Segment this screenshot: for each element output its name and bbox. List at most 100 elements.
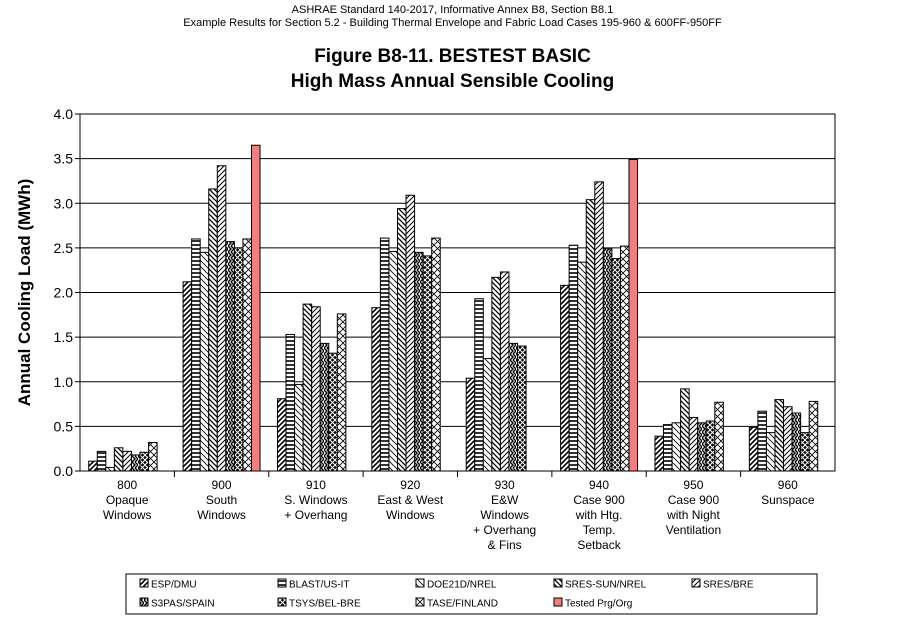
bar-s3pas-spain: [414, 251, 424, 472]
y-tick-label: 0.5: [54, 418, 74, 434]
bar-doe21d-nrel: [765, 432, 776, 472]
bar-sres-bre: [405, 194, 416, 472]
legend-swatch: [139, 578, 149, 588]
bar-tsys-bel-bre: [705, 420, 716, 472]
y-tick-label: 1.0: [54, 374, 74, 390]
bar-sres-bre: [311, 306, 321, 472]
bar-tase-finland: [242, 238, 252, 472]
bar-doe21d-nrel: [482, 358, 493, 472]
bar-blast-us-it: [379, 237, 390, 472]
x-tick-label: 930: [495, 478, 515, 492]
bar-esp-dmu: [276, 398, 287, 472]
y-tick-label: 3.5: [54, 151, 74, 167]
x-tick-label: 960: [778, 478, 798, 492]
bar-tase-finland: [808, 400, 819, 472]
x-tick-label: Windows: [480, 508, 529, 522]
bar-blast-us-it: [191, 238, 201, 472]
bar-sres-sun-nrel: [585, 199, 596, 472]
x-tick-label: 920: [400, 478, 420, 492]
bar-tested-prg-org: [250, 144, 261, 472]
legend-entry: TASE/FINLAND: [427, 599, 498, 610]
x-tick-label: with Night: [666, 508, 720, 522]
bar-blast-us-it: [568, 244, 579, 472]
bar-sres-sun-nrel: [113, 447, 124, 472]
y-tick-label: 2.5: [54, 240, 74, 256]
bar-s3pas-spain: [697, 422, 707, 472]
legend-entry: SRES/BRE: [703, 580, 754, 591]
bar-doe21d-nrel: [199, 251, 210, 472]
bar-blast-us-it: [474, 298, 484, 472]
legend-entry: S3PAS/SPAIN: [151, 599, 215, 610]
bar-blast-us-it: [757, 410, 767, 472]
bar-sres-bre: [216, 165, 227, 472]
bar-s3pas-spain: [319, 342, 330, 472]
x-tick-label: + Overhang: [473, 523, 536, 537]
bar-doe21d-nrel: [577, 261, 587, 472]
legend-swatch: [415, 597, 425, 607]
bar-tsys-bel-bre: [517, 345, 527, 472]
bar-blast-us-it: [285, 333, 296, 472]
bar-doe21d-nrel: [105, 466, 115, 472]
bar-esp-dmu: [465, 377, 476, 472]
bar-esp-dmu: [88, 460, 98, 472]
x-tick-label: 950: [683, 478, 703, 492]
x-tick-label: Windows: [197, 508, 246, 522]
bar-sres-sun-nrel: [396, 208, 407, 472]
y-tick-label: 4.0: [54, 106, 74, 122]
bar-sres-sun-nrel: [302, 303, 313, 472]
bar-doe21d-nrel: [671, 422, 682, 472]
bar-sres-bre: [688, 416, 699, 472]
legend-swatch: [277, 597, 287, 607]
x-tick-label: 940: [589, 478, 609, 492]
x-tick-label: Temp.: [583, 523, 616, 537]
legend-entry: BLAST/US-IT: [289, 580, 350, 591]
bar-sres-bre: [499, 271, 510, 472]
y-tick-label: 1.5: [54, 329, 74, 345]
x-tick-label: 900: [212, 478, 232, 492]
legend-swatch: [277, 578, 287, 588]
chart-subtitle: High Mass Annual Sensible Cooling: [290, 71, 615, 92]
y-tick-label: 0.0: [54, 463, 74, 479]
bar-blast-us-it: [663, 424, 673, 472]
bar-sres-bre: [783, 406, 793, 472]
bar-esp-dmu: [748, 426, 759, 472]
x-tick-label: + Overhang: [284, 508, 347, 522]
legend-swatch: [415, 578, 425, 588]
legend-entry: DOE21D/NREL: [427, 580, 497, 591]
x-tick-label: Case 900: [668, 493, 720, 507]
x-tick-label: Windows: [103, 508, 152, 522]
x-tick-label: Ventilation: [666, 523, 721, 537]
bar-blast-us-it: [96, 450, 107, 472]
bar-tase-finland: [619, 245, 630, 472]
standard-header-line1: ASHRAE Standard 140-2017, Informative An…: [291, 4, 614, 16]
bar-doe21d-nrel: [388, 250, 398, 472]
legend: [125, 573, 818, 615]
bar-tase-finland: [148, 441, 158, 472]
legend-entry: TSYS/BEL-BRE: [289, 599, 361, 610]
x-tick-label: S. Windows: [284, 493, 347, 507]
y-tick-label: 2.0: [54, 285, 74, 301]
x-tick-label: East & West: [377, 493, 443, 507]
bar-s3pas-spain: [602, 248, 613, 472]
x-tick-label: Opaque: [106, 493, 149, 507]
bar-tase-finland: [336, 313, 347, 472]
bar-tase-finland: [714, 401, 724, 472]
legend-entry: Tested Prg/Org: [565, 599, 632, 610]
bar-esp-dmu: [560, 284, 570, 472]
x-tick-label: E&W: [491, 493, 519, 507]
x-tick-label: Case 900: [573, 493, 625, 507]
bar-tsys-bel-bre: [328, 352, 338, 472]
bar-esp-dmu: [182, 281, 193, 472]
legend-swatch: [691, 578, 701, 588]
bar-s3pas-spain: [791, 412, 802, 472]
bar-sres-sun-nrel: [491, 276, 501, 472]
y-tick-label: 3.0: [54, 195, 74, 211]
x-tick-label: & Fins: [488, 538, 522, 552]
bar-tsys-bel-bre: [422, 255, 433, 472]
legend-entry: ESP/DMU: [151, 580, 197, 591]
bar-sres-sun-nrel: [774, 399, 785, 472]
x-tick-label: Sunspace: [761, 493, 815, 507]
legend-entry: SRES-SUN/NREL: [565, 580, 647, 591]
bar-s3pas-spain: [225, 241, 235, 472]
